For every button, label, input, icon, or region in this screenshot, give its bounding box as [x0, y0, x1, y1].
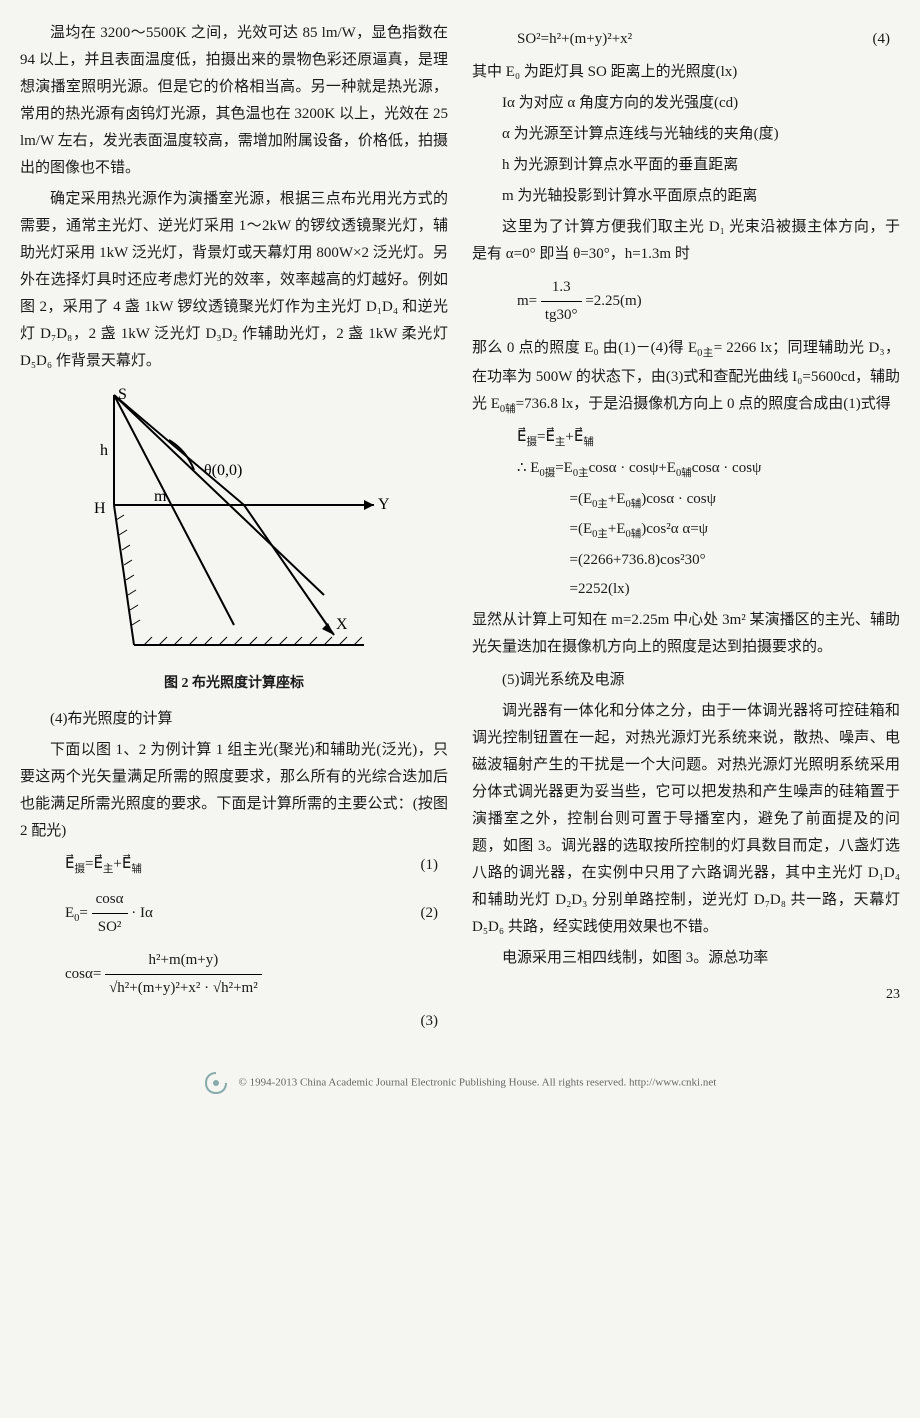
svg-text:m: m — [154, 488, 167, 505]
section-5-title: (5)调光系统及电源 — [472, 667, 900, 694]
paragraph: 这里为了计算方便我们取主光 D₁ 光束沿被摄主体方向，于是有 α=0° 即当 θ… — [472, 214, 900, 268]
figure-2-caption: 图 2 布光照度计算座标 — [20, 671, 448, 696]
paragraph: 显然从计算上可知在 m=2.25m 中心处 3m² 某演播区的主光、辅助光矢量迭… — [472, 607, 900, 661]
page-number: 23 — [472, 982, 900, 1007]
cnki-logo-icon — [204, 1071, 228, 1095]
right-column: SO²=h²+(m+y)²+x² (4) 其中 E₀ 为距灯具 SO 距离上的光… — [472, 20, 900, 1041]
paragraph: 电源采用三相四线制，如图 3。源总功率 — [472, 945, 900, 972]
paragraph: 确定采用热光源作为演播室光源，根据三点布光用光方式的需要，通常主光灯、逆光灯采用… — [20, 186, 448, 375]
equation-4: SO²=h²+(m+y)²+x² (4) — [517, 26, 900, 53]
paragraph: α 为光源至计算点连线与光轴线的夹角(度) — [472, 121, 900, 148]
paragraph: h 为光源到计算点水平面的垂直距离 — [472, 152, 900, 179]
paragraph: 下面以图 1、2 为例计算 1 组主光(聚光)和辅助光(泛光)，只要这两个光矢量… — [20, 737, 448, 845]
equation-5: m= 1.3 tg30° =2.25(m) — [517, 274, 900, 329]
paragraph: Iα 为对应 α 角度方向的发光强度(cd) — [472, 90, 900, 117]
footer: © 1994-2013 China Academic Journal Elect… — [20, 1071, 900, 1095]
paragraph: m 为光轴投影到计算水平面原点的距离 — [472, 183, 900, 210]
svg-text:S: S — [118, 386, 127, 403]
equation-3: cosα= h²+m(m+y) √h²+(m+y)²+x² · √h²+m² — [65, 947, 448, 1002]
svg-text:Y: Y — [378, 496, 390, 513]
paragraph: 温均在 3200～5500K 之间，光效可达 85 lm/W，显色指数在 94 … — [20, 20, 448, 182]
paragraph: 其中 E₀ 为距灯具 SO 距离上的光照度(lx) — [472, 59, 900, 86]
svg-text:X: X — [336, 616, 348, 633]
equation-2: E0= cosα SO² · Iα (2) — [65, 886, 448, 941]
left-column: 温均在 3200～5500K 之间，光效可达 85 lm/W，显色指数在 94 … — [20, 20, 448, 1041]
svg-text:H: H — [94, 500, 106, 517]
paragraph: 调光器有一体化和分体之分，由于一体调光器将可控硅箱和调光控制钮置在一起，对热光源… — [472, 698, 900, 941]
svg-text:θ(0,0): θ(0,0) — [204, 462, 242, 479]
section-4-title: (4)布光照度的计算 — [20, 706, 448, 733]
derivation-block: E⃗摄=E⃗主+E⃗辅 ∴ E0摄=E0主cosα · cosψ+E0辅cosα… — [517, 424, 900, 604]
svg-text:h: h — [100, 442, 108, 459]
equation-3-num: (3) — [65, 1008, 448, 1035]
paragraph: 那么 0 点的照度 E₀ 由(1)－(4)得 E0主= 2266 lx；同理辅助… — [472, 335, 900, 420]
figure-2: S h m H θ(0,0) Y X 图 2 布光照度计算座标 — [20, 385, 448, 696]
figure-2-svg: S h m H θ(0,0) Y X — [74, 385, 394, 665]
equation-1: E⃗摄=E⃗主+E⃗辅 (1) — [65, 851, 448, 880]
